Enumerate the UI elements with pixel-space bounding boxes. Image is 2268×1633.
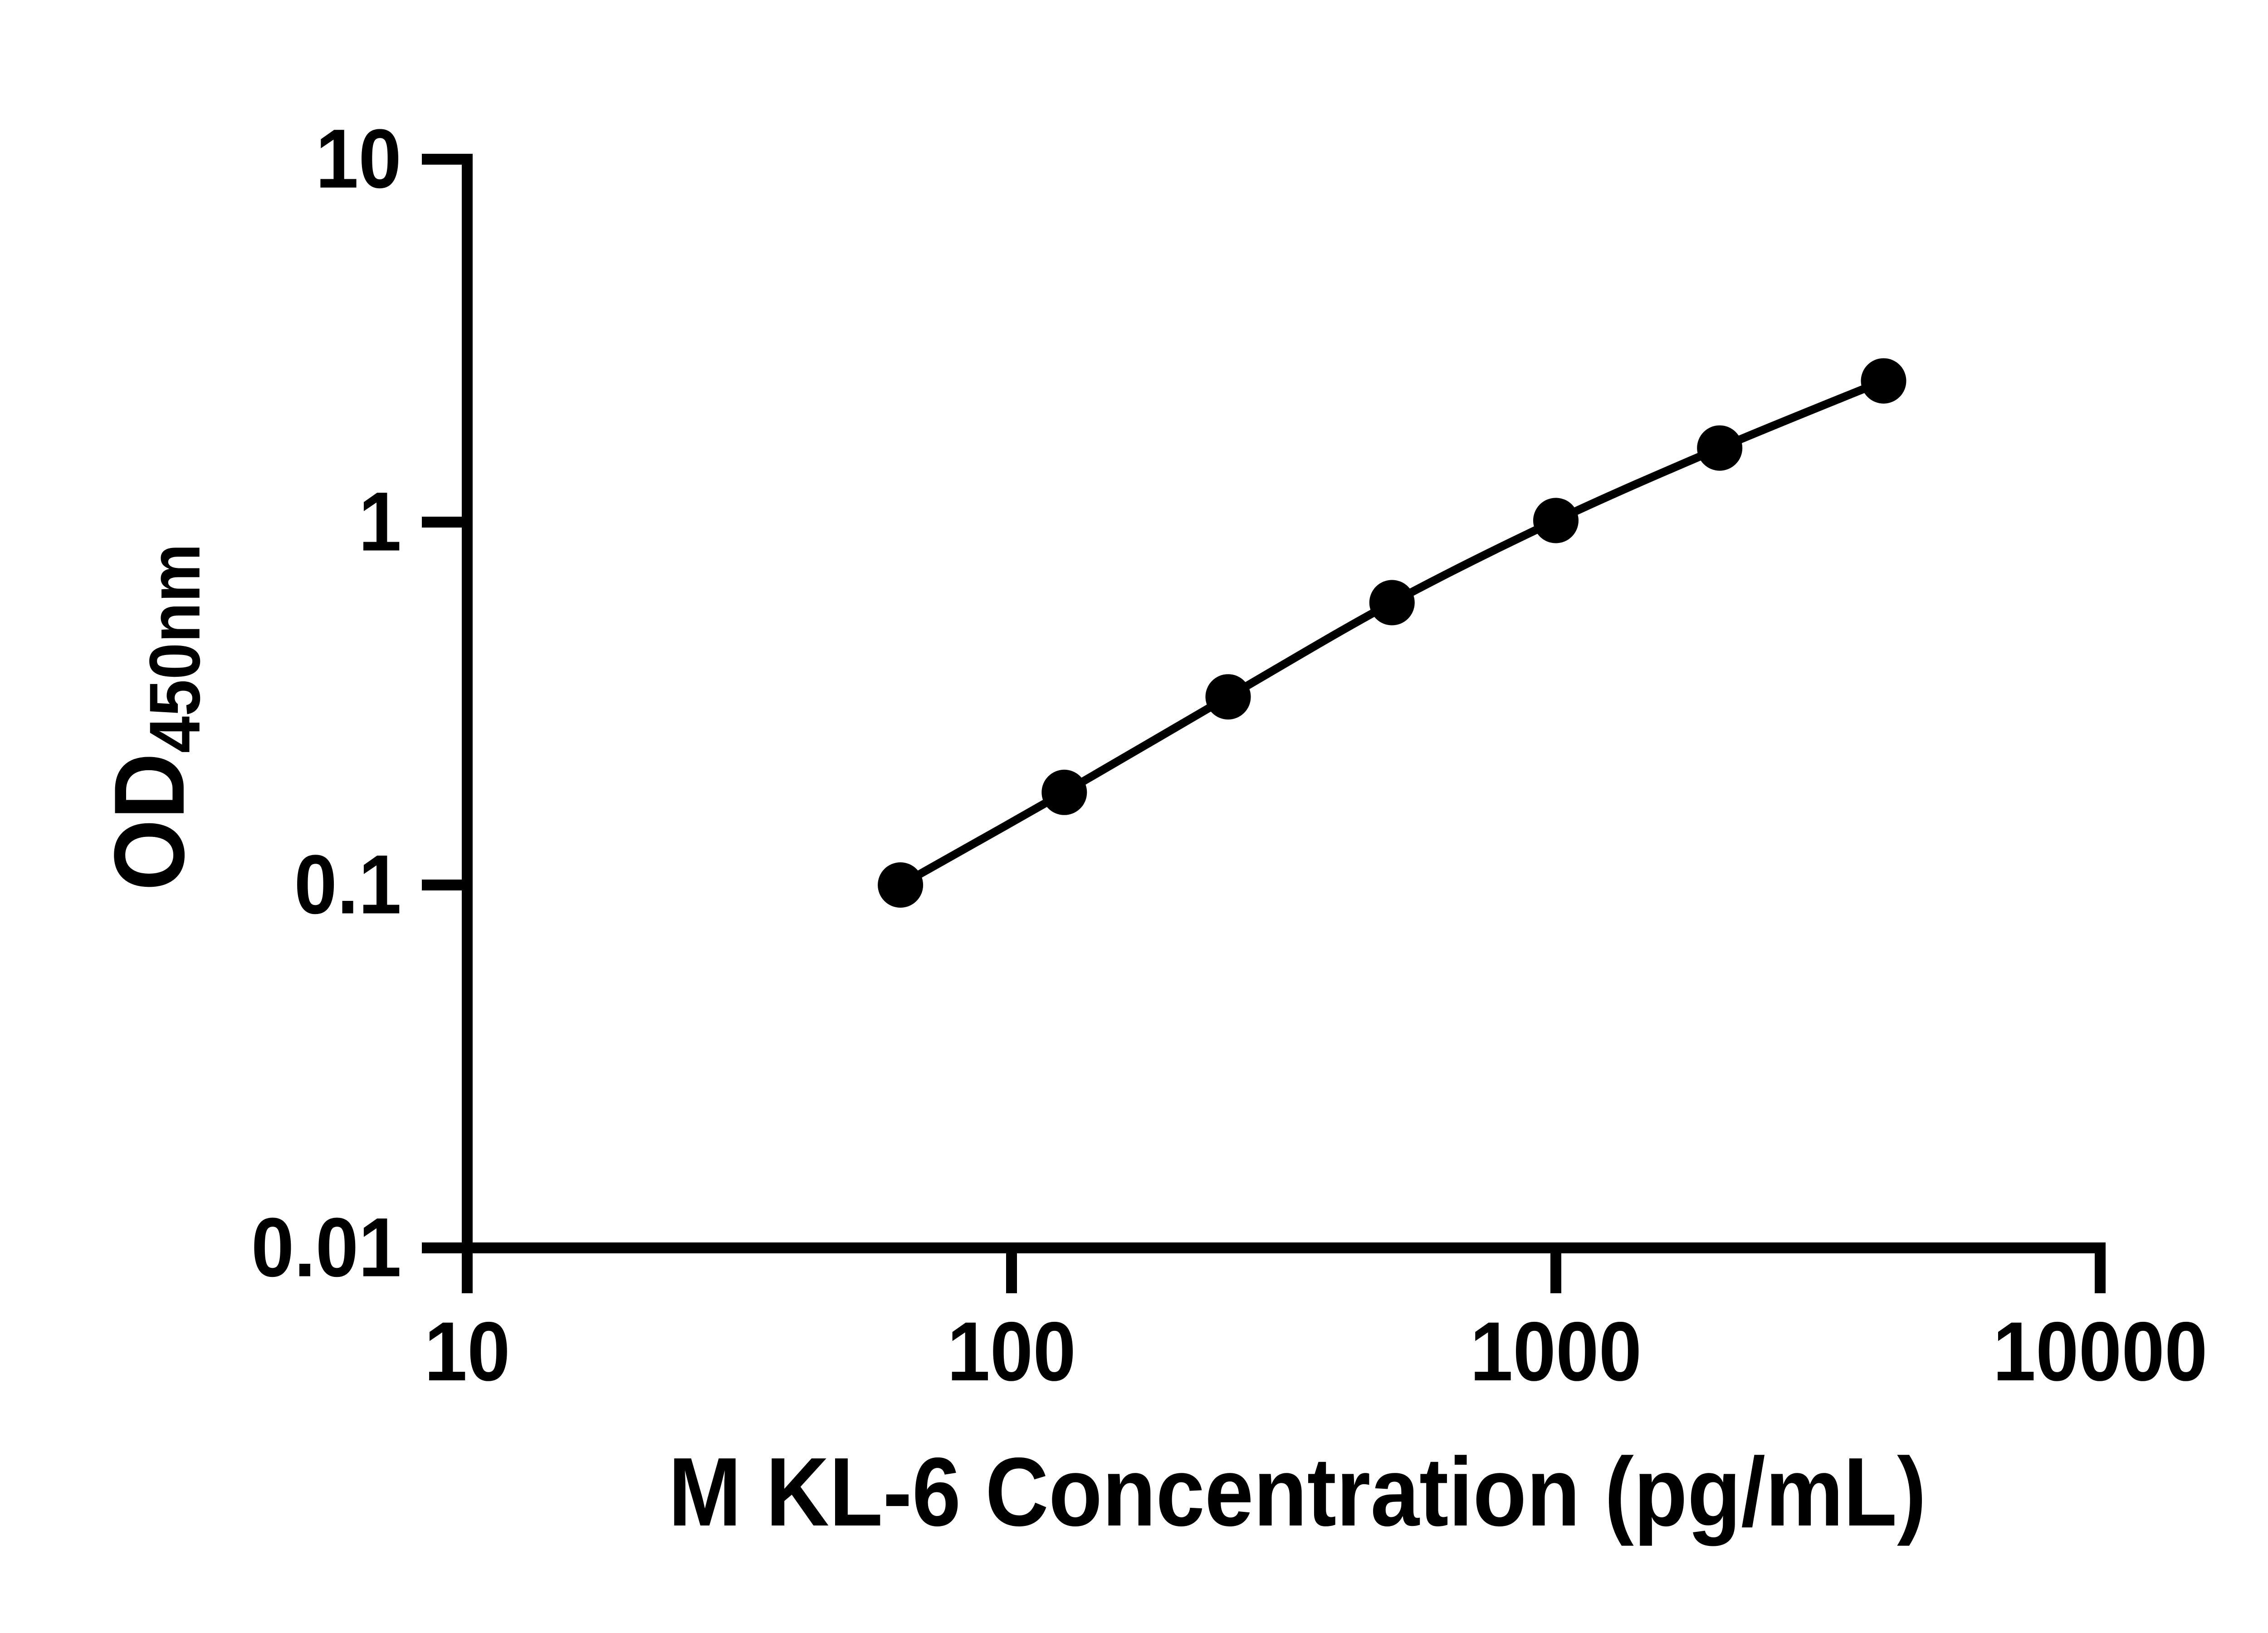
y-tick-label-0.01: 0.01: [251, 1201, 401, 1295]
y-tick-label-10: 10: [315, 112, 401, 206]
data-points-group: [878, 358, 1906, 908]
y-axis-title-subscript: 450nm: [134, 543, 215, 753]
axes-group: [462, 154, 2106, 1253]
y-axis-title-main: OD: [93, 753, 205, 891]
plot-svg: [422, 154, 2106, 1293]
x-tick-label-1000: 1000: [1470, 1305, 1642, 1398]
x-tick-label-100: 100: [947, 1305, 1076, 1398]
x-tick-label-10: 10: [424, 1305, 510, 1398]
y-tick-label-1: 1: [358, 475, 401, 569]
data-point-1000: [1533, 498, 1579, 543]
y-axis-title: OD450nm: [93, 543, 215, 890]
data-point-250: [1205, 674, 1251, 720]
ticks-group: [422, 154, 2106, 1293]
data-point-2000: [1697, 425, 1743, 471]
data-point-4000: [1861, 358, 1906, 404]
data-point-125: [1041, 769, 1087, 815]
data-point-500: [1369, 580, 1415, 626]
elisa-standard-curve-figure: 10 1 0.1 0.01 10 100 1000 10000 M KL-6 Concent…: [18, 7, 2268, 1633]
x-axis-title: M KL-6 Concentration (pg/mL): [668, 1437, 1926, 1546]
y-tick-label-0.1: 0.1: [294, 838, 401, 932]
x-tick-label-10000: 10000: [1993, 1305, 2208, 1398]
data-point-62.5: [878, 862, 924, 908]
